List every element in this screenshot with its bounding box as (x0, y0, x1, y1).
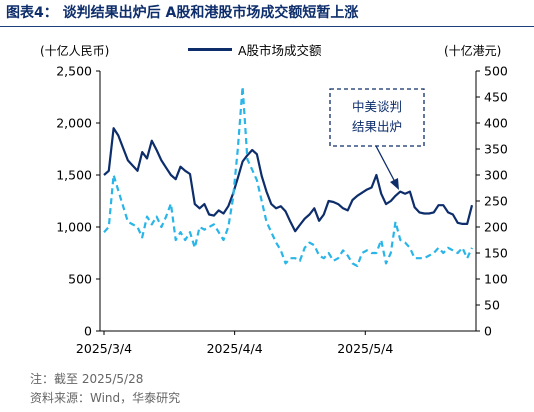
annotation-box (329, 88, 425, 147)
right-tick-label: 300 (484, 168, 508, 183)
annotation-arrow-head (390, 178, 399, 190)
x-tick-label: 2025/5/4 (337, 341, 393, 356)
series-group (103, 85, 474, 268)
annotation-line-1: 中美谈判 (352, 99, 402, 114)
x-tick-label: 2025/3/4 (76, 341, 132, 356)
right-tick-label: 100 (484, 272, 508, 287)
left-axis-unit: (十亿人民币) (40, 44, 110, 58)
legend-label-a-share: A股市场成交额 (238, 43, 322, 58)
chart-title: 图表4： 谈判结果出炉后 A股和港股市场成交额短暂上涨 (6, 5, 359, 21)
series-line-a-share (103, 127, 474, 233)
legend-swatch-a-share (188, 48, 232, 51)
right-tick-label: 350 (484, 142, 508, 157)
annotation-group: 中美谈判 结果出炉 (329, 88, 425, 190)
left-tick-label: 2,500 (56, 64, 92, 79)
right-tick-label: 200 (484, 220, 508, 235)
series-line-hk (103, 85, 473, 268)
axes-group: 0 500 1,000 1,500 2,000 2,500 0 50 100 150 200 250 3… (56, 64, 508, 357)
right-tick-label: 500 (484, 64, 508, 79)
right-tick-label: 150 (484, 246, 508, 261)
title-divider (0, 26, 534, 27)
right-tick-label: 450 (484, 90, 508, 105)
right-tick-label: 400 (484, 116, 508, 131)
left-tick-label: 0 (84, 324, 92, 339)
footnote-date: 注：截至 2025/5/28 (30, 372, 144, 386)
right-tick-label: 50 (484, 298, 500, 313)
right-tick-label: 0 (484, 324, 492, 339)
left-tick-label: 1,000 (56, 220, 92, 235)
annotation-arrow-line (375, 145, 396, 183)
left-tick-label: 2,000 (56, 116, 92, 131)
x-tick-label: 2025/4/4 (207, 341, 263, 356)
right-tick-label: 250 (484, 194, 508, 209)
chart-legend: A股市场成交额 (188, 40, 322, 59)
right-axis-unit: (十亿港元) (444, 44, 502, 58)
left-tick-label: 500 (68, 272, 92, 287)
footnote-source: 资料来源：Wind，华泰研究 (30, 391, 181, 405)
annotation-line-2: 结果出炉 (352, 119, 402, 134)
left-tick-label: 1,500 (56, 168, 92, 183)
